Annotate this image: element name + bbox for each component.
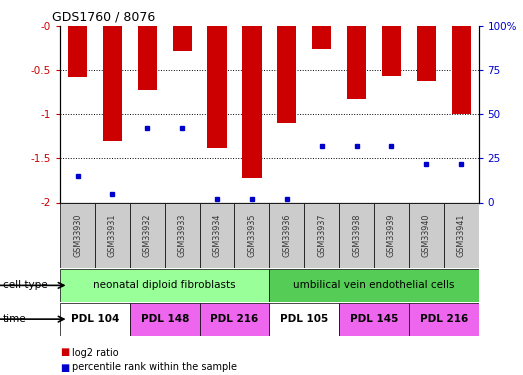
Bar bbox=[130, 303, 200, 336]
Bar bbox=[444, 202, 479, 268]
Bar bbox=[60, 202, 95, 268]
Text: PDL 145: PDL 145 bbox=[350, 314, 398, 324]
Text: GSM33930: GSM33930 bbox=[73, 214, 82, 257]
Text: PDL 105: PDL 105 bbox=[280, 314, 328, 324]
Bar bbox=[173, 26, 192, 51]
Bar bbox=[200, 303, 269, 336]
Text: GSM33935: GSM33935 bbox=[247, 214, 256, 257]
Text: neonatal diploid fibroblasts: neonatal diploid fibroblasts bbox=[94, 280, 236, 290]
Text: ■: ■ bbox=[60, 348, 70, 357]
Text: GSM33938: GSM33938 bbox=[352, 214, 361, 257]
Bar bbox=[200, 202, 234, 268]
Bar bbox=[68, 26, 87, 77]
Text: GDS1760 / 8076: GDS1760 / 8076 bbox=[52, 11, 155, 24]
Text: GSM33939: GSM33939 bbox=[387, 214, 396, 257]
Bar bbox=[417, 26, 436, 81]
Bar bbox=[60, 269, 269, 302]
Bar bbox=[382, 26, 401, 76]
Bar bbox=[103, 26, 122, 141]
Text: PDL 148: PDL 148 bbox=[141, 314, 189, 324]
Bar bbox=[339, 202, 374, 268]
Bar bbox=[304, 202, 339, 268]
Bar bbox=[312, 26, 331, 49]
Text: GSM33940: GSM33940 bbox=[422, 214, 431, 257]
Bar bbox=[130, 202, 165, 268]
Text: cell type: cell type bbox=[3, 280, 47, 290]
Bar bbox=[234, 202, 269, 268]
Bar bbox=[277, 26, 297, 123]
Text: GSM33932: GSM33932 bbox=[143, 214, 152, 257]
Text: time: time bbox=[3, 314, 26, 324]
Bar bbox=[339, 303, 409, 336]
Text: percentile rank within the sample: percentile rank within the sample bbox=[72, 363, 236, 372]
Bar bbox=[451, 26, 471, 114]
Text: log2 ratio: log2 ratio bbox=[72, 348, 118, 357]
Text: GSM33934: GSM33934 bbox=[212, 214, 222, 257]
Text: umbilical vein endothelial cells: umbilical vein endothelial cells bbox=[293, 280, 454, 290]
Bar bbox=[409, 202, 444, 268]
Text: GSM33941: GSM33941 bbox=[457, 214, 465, 257]
Text: GSM33933: GSM33933 bbox=[178, 214, 187, 257]
Text: PDL 216: PDL 216 bbox=[210, 314, 258, 324]
Bar bbox=[409, 303, 479, 336]
Bar bbox=[347, 26, 366, 99]
Text: GSM33937: GSM33937 bbox=[317, 214, 326, 257]
Text: GSM33936: GSM33936 bbox=[282, 214, 291, 257]
Bar bbox=[242, 26, 262, 178]
Bar bbox=[269, 202, 304, 268]
Bar bbox=[60, 303, 130, 336]
Bar bbox=[165, 202, 200, 268]
Bar bbox=[269, 303, 339, 336]
Bar bbox=[208, 26, 226, 148]
Text: PDL 216: PDL 216 bbox=[419, 314, 468, 324]
Text: GSM33931: GSM33931 bbox=[108, 214, 117, 257]
Text: PDL 104: PDL 104 bbox=[71, 314, 119, 324]
Bar bbox=[374, 202, 409, 268]
Bar bbox=[95, 202, 130, 268]
Bar bbox=[269, 269, 479, 302]
Bar bbox=[138, 26, 157, 90]
Text: ■: ■ bbox=[60, 363, 70, 372]
